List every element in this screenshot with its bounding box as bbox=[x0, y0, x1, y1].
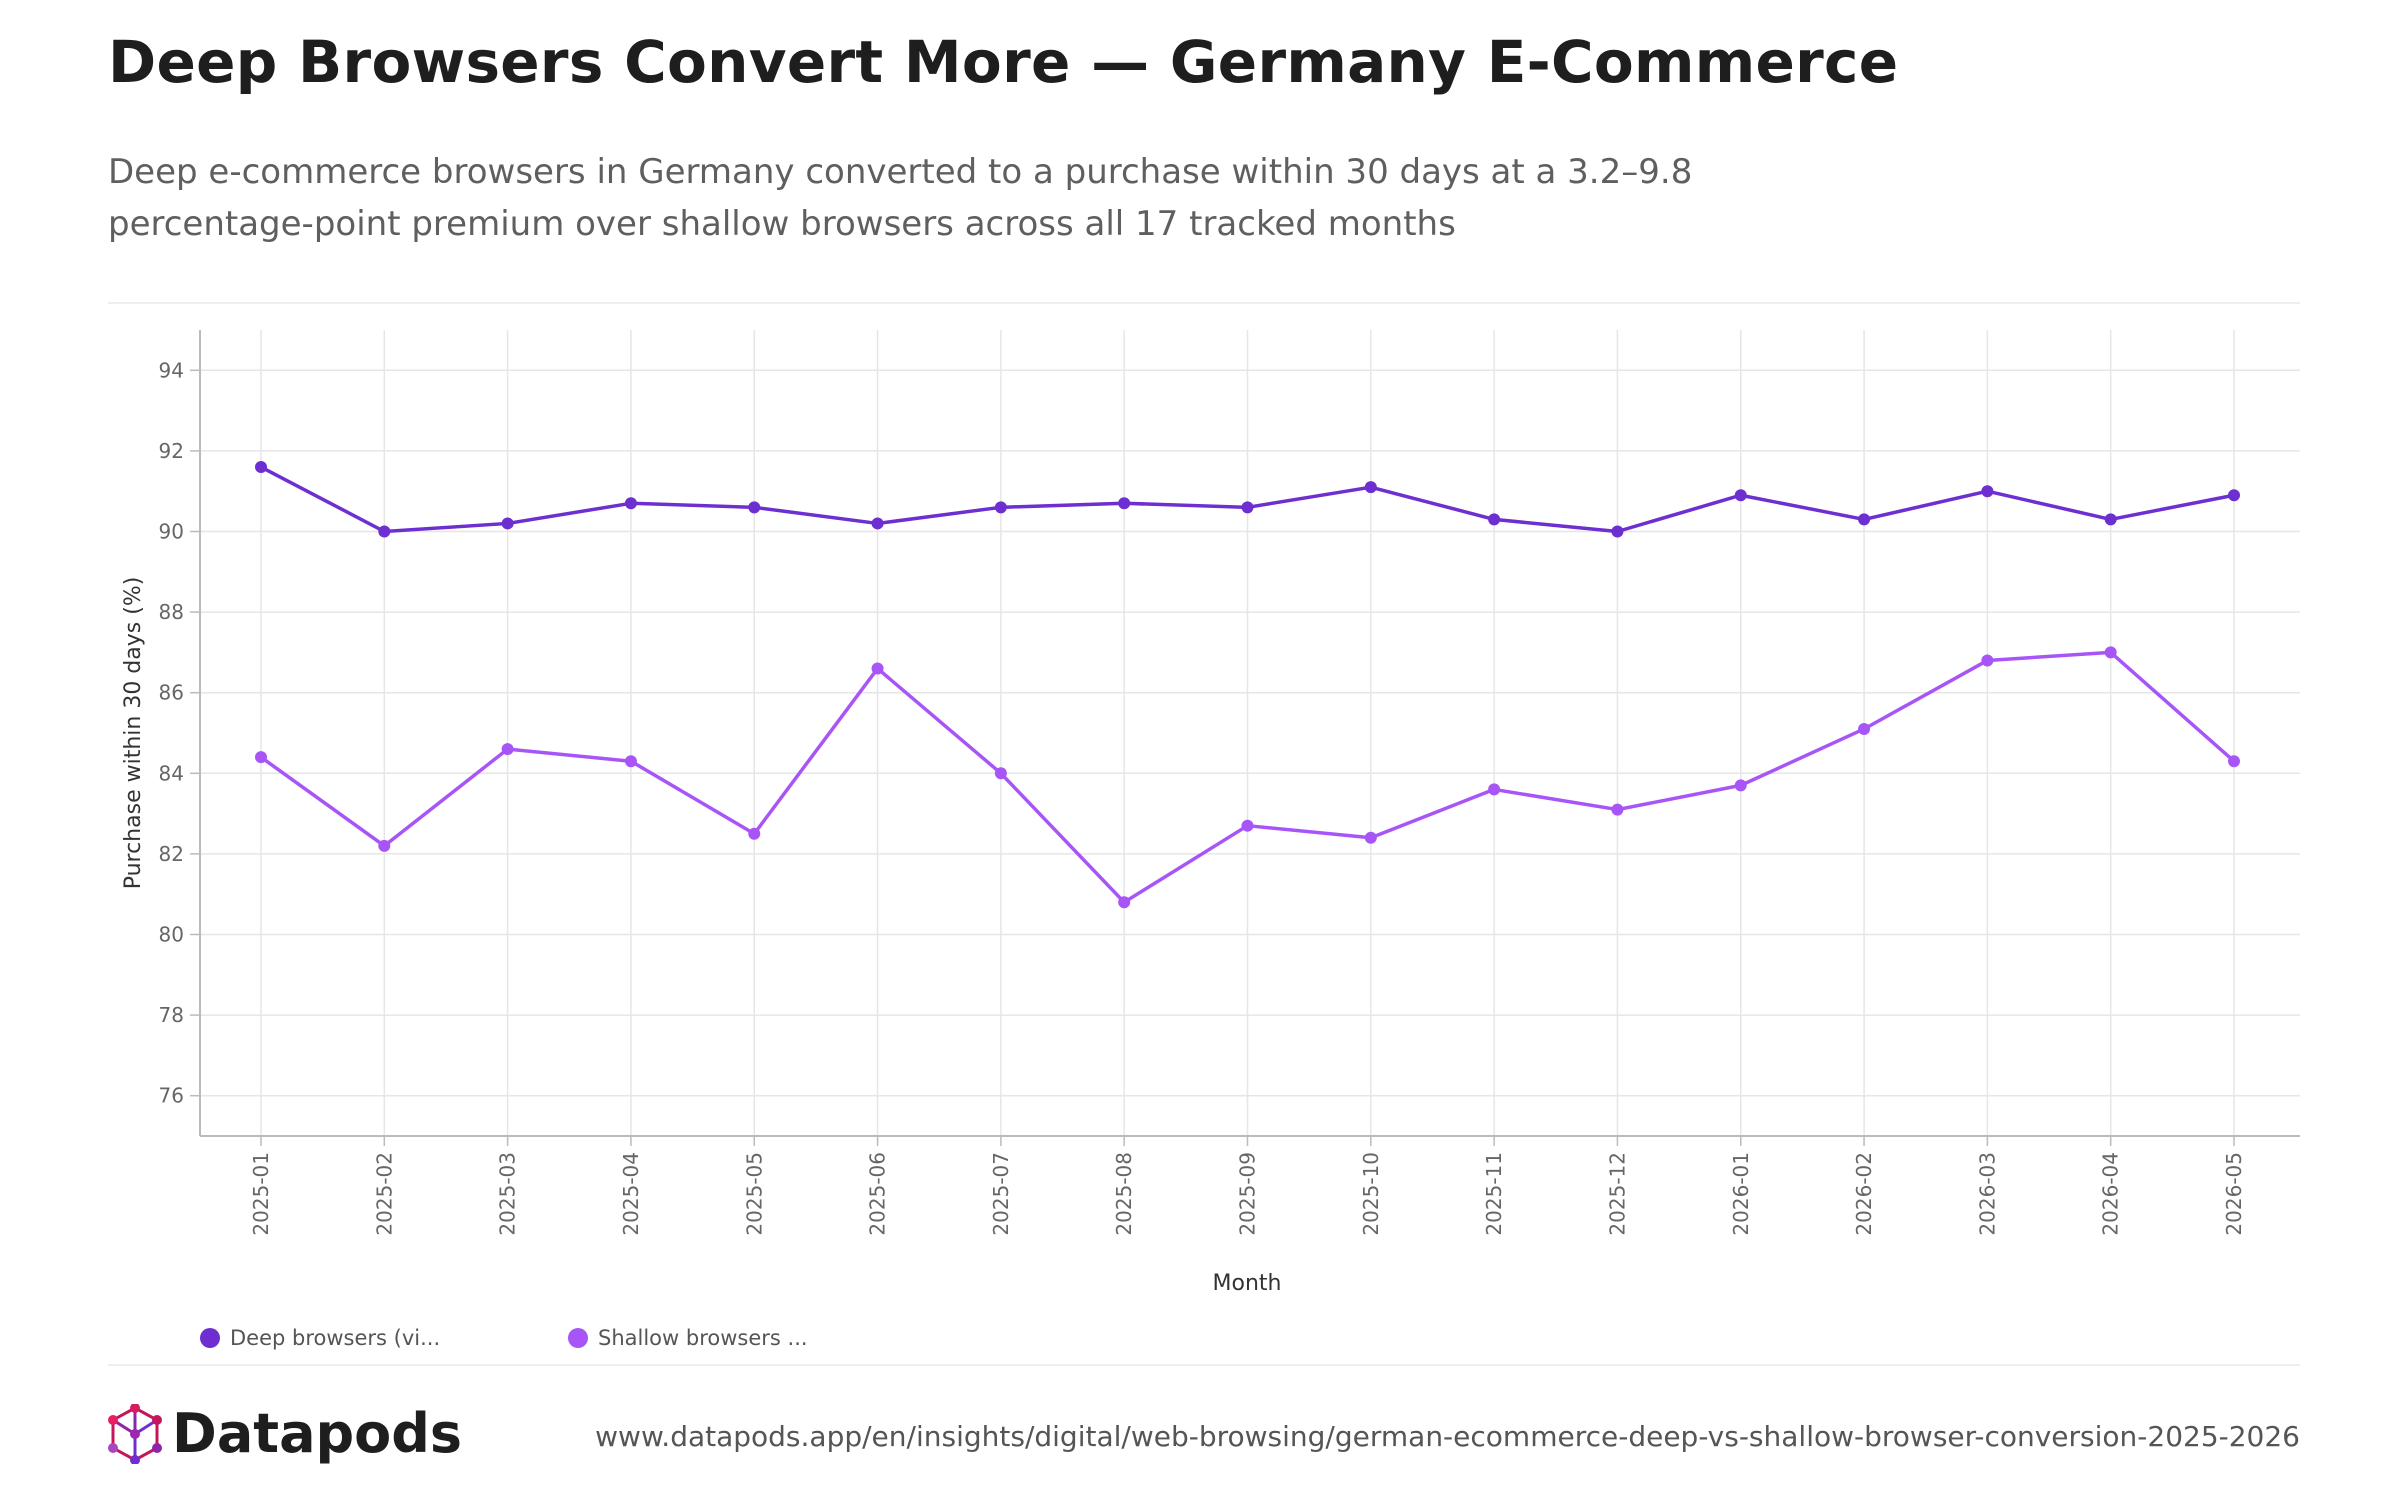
legend-item-deep[interactable]: Deep browsers (vi... bbox=[200, 1326, 440, 1350]
data-point-shallow-2026-02 bbox=[1858, 722, 1871, 735]
data-point-deep-2025-02 bbox=[378, 525, 391, 538]
data-point-shallow-2025-01 bbox=[255, 751, 267, 764]
data-point-deep-2025-12 bbox=[1611, 525, 1624, 538]
data-point-shallow-2026-04 bbox=[2104, 646, 2117, 659]
y-tick-label-78: 78 bbox=[159, 1003, 184, 1027]
y-axis-label: Purchase within 30 days (%) bbox=[121, 577, 146, 890]
data-point-shallow-2025-11 bbox=[1488, 783, 1501, 796]
data-point-deep-2025-04 bbox=[624, 497, 637, 510]
x-tick-label-2025-04: 2025-04 bbox=[619, 1152, 643, 1236]
data-point-shallow-2025-08 bbox=[1118, 896, 1131, 909]
x-tick-label-2026-04: 2026-04 bbox=[2099, 1152, 2123, 1236]
bottom-divider bbox=[108, 1364, 2300, 1366]
legend-label-deep: Deep browsers (vi... bbox=[230, 1326, 441, 1350]
datapods-logo-icon bbox=[108, 1403, 162, 1464]
data-point-deep-2025-11 bbox=[1488, 513, 1501, 526]
legend-swatch-deep bbox=[200, 1328, 220, 1348]
x-tick-label-2025-12: 2025-12 bbox=[1605, 1152, 1629, 1236]
legend-swatch-shallow bbox=[568, 1328, 588, 1348]
y-tick-label-90: 90 bbox=[159, 520, 184, 544]
data-point-shallow-2025-10 bbox=[1364, 831, 1377, 844]
datapods-logo[interactable]: Datapods bbox=[108, 1402, 462, 1465]
y-tick-label-84: 84 bbox=[159, 761, 184, 785]
data-point-shallow-2025-06 bbox=[871, 662, 884, 675]
x-axis-label: Month bbox=[1213, 1271, 1282, 1296]
x-tick-label-2025-06: 2025-06 bbox=[866, 1152, 890, 1236]
chart-subtitle: Deep e-commerce browsers in Germany conv… bbox=[108, 152, 1693, 244]
data-point-deep-2025-10 bbox=[1364, 481, 1377, 494]
data-point-deep-2025-06 bbox=[871, 517, 884, 530]
axis-layer: 76 78 80 82 84 86 88 90 92 94 2025-01 2025-02 2025-0… bbox=[159, 330, 2300, 1236]
x-tick-label-2025-08: 2025-08 bbox=[1112, 1152, 1136, 1236]
x-tick-label-2025-11: 2025-11 bbox=[1482, 1152, 1506, 1236]
chart-title: Deep Browsers Convert More — Germany E-C… bbox=[108, 28, 1899, 96]
data-point-shallow-2025-04 bbox=[624, 755, 637, 768]
data-point-shallow-2025-03 bbox=[501, 743, 514, 756]
data-point-deep-2026-04 bbox=[2104, 513, 2117, 526]
data-point-shallow-2025-12 bbox=[1611, 803, 1624, 816]
data-point-deep-2025-07 bbox=[994, 501, 1007, 514]
y-tick-label-80: 80 bbox=[159, 923, 184, 947]
y-tick-label-88: 88 bbox=[159, 600, 184, 624]
series-layer bbox=[255, 461, 2240, 909]
x-tick-label-2025-09: 2025-09 bbox=[1236, 1152, 1260, 1236]
data-point-deep-2025-01 bbox=[255, 461, 267, 474]
x-tick-label-2025-07: 2025-07 bbox=[989, 1152, 1013, 1236]
datapods-logo-text: Datapods bbox=[172, 1402, 463, 1465]
x-tick-label-2026-03: 2026-03 bbox=[1975, 1152, 1999, 1236]
data-point-deep-2025-09 bbox=[1241, 501, 1254, 514]
legend-item-shallow[interactable]: Shallow browsers ... bbox=[568, 1326, 808, 1350]
data-point-shallow-2025-07 bbox=[994, 767, 1007, 780]
y-tick-label-86: 86 bbox=[159, 681, 184, 705]
data-point-deep-2025-03 bbox=[501, 517, 514, 530]
y-tick-label-76: 76 bbox=[159, 1084, 184, 1108]
data-point-deep-2026-05 bbox=[2228, 489, 2240, 502]
y-tick-label-92: 92 bbox=[159, 439, 184, 463]
data-point-shallow-2026-01 bbox=[1734, 779, 1747, 792]
data-point-deep-2026-01 bbox=[1734, 489, 1747, 502]
x-tick-label-2025-10: 2025-10 bbox=[1359, 1152, 1383, 1236]
data-point-shallow-2025-02 bbox=[378, 839, 391, 852]
data-point-deep-2025-08 bbox=[1118, 497, 1131, 510]
x-tick-label-2026-01: 2026-01 bbox=[1729, 1152, 1753, 1236]
grid-layer bbox=[200, 330, 2300, 1136]
x-tick-label-2025-05: 2025-05 bbox=[742, 1152, 766, 1236]
data-point-deep-2025-05 bbox=[748, 501, 761, 514]
x-tick-label-2026-02: 2026-02 bbox=[1852, 1152, 1876, 1236]
source-url[interactable]: www.datapods.app/en/insights/digital/web… bbox=[595, 1420, 2300, 1453]
legend-label-shallow: Shallow browsers ... bbox=[598, 1326, 808, 1350]
top-divider bbox=[108, 302, 2300, 304]
x-tick-label-2025-03: 2025-03 bbox=[496, 1152, 520, 1236]
y-tick-label-94: 94 bbox=[159, 358, 184, 382]
data-point-shallow-2025-09 bbox=[1241, 819, 1254, 832]
x-tick-label-2025-01: 2025-01 bbox=[249, 1152, 273, 1236]
line-chart: 76 78 80 82 84 86 88 90 92 94 2025-01 2025-02 2025-0… bbox=[121, 330, 2300, 1296]
data-point-deep-2026-03 bbox=[1981, 485, 1994, 498]
data-point-shallow-2026-03 bbox=[1981, 654, 1994, 667]
data-point-shallow-2026-05 bbox=[2228, 755, 2240, 768]
x-tick-label-2025-02: 2025-02 bbox=[372, 1152, 396, 1236]
data-point-deep-2026-02 bbox=[1858, 513, 1871, 526]
data-point-shallow-2025-05 bbox=[748, 827, 761, 840]
y-tick-label-82: 82 bbox=[159, 842, 184, 866]
x-tick-label-2026-05: 2026-05 bbox=[2222, 1152, 2246, 1236]
